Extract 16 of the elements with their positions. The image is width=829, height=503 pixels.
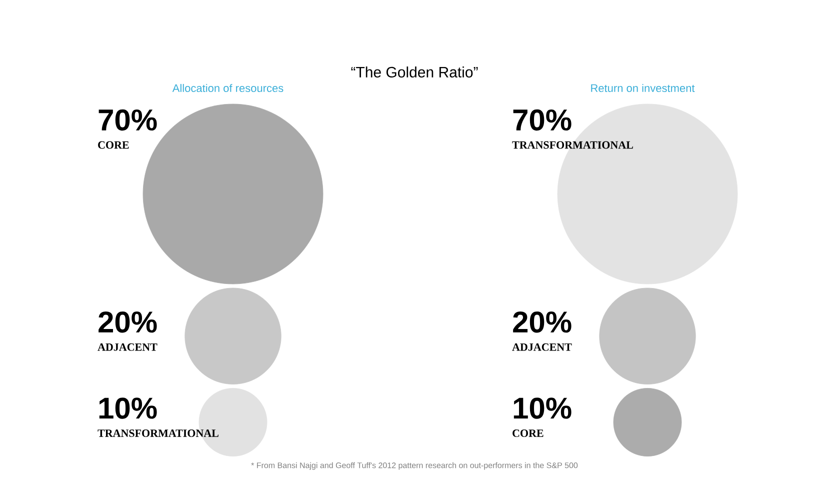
category-label: ADJACENT	[98, 343, 158, 351]
category-label: ADJACENT	[512, 343, 572, 351]
data-label: 70%	[513, 109, 572, 131]
data-label: 10%	[514, 398, 572, 419]
data-label: 20%	[513, 311, 572, 333]
category-label: TRANSFORMATIONAL	[512, 141, 633, 149]
category-label: TRANSFORMATIONAL	[98, 430, 218, 437]
data-label: 10%	[99, 398, 157, 419]
data-label: 70%	[98, 109, 157, 131]
category-label: CORE	[512, 430, 544, 437]
category-label: CORE	[98, 141, 129, 149]
text: Return on investment	[591, 84, 695, 92]
text: Allocation of resources	[172, 84, 284, 92]
data-label: 20%	[98, 311, 157, 333]
text: “The Golden Ratio”	[351, 66, 478, 78]
text: * From Bansi Najgi and Geoff Tuff's 2012 pattern research on out-performers in the S&P 500	[251, 462, 578, 470]
